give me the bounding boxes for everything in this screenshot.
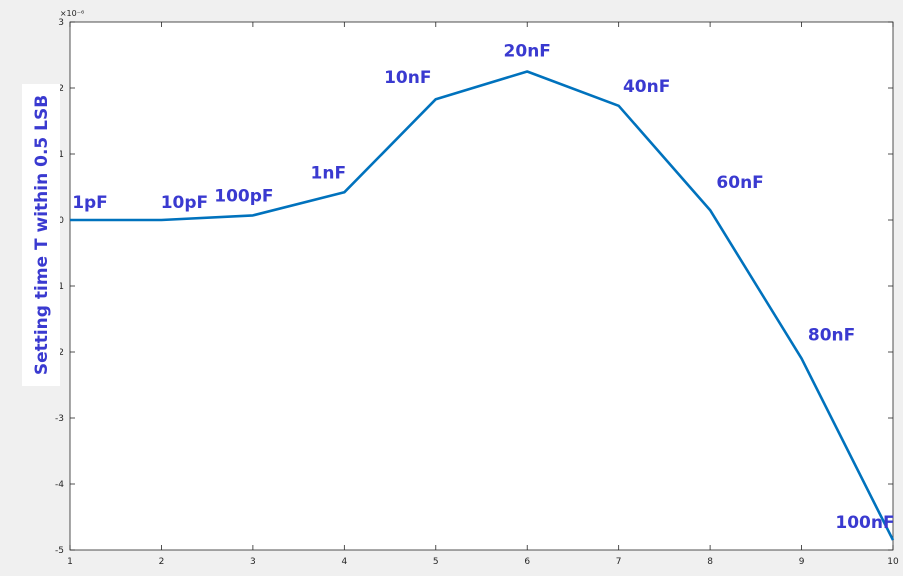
data-label: 100pF [214, 186, 273, 206]
data-label: 1pF [72, 193, 108, 213]
y-axis-title-background [22, 84, 60, 386]
y-tick-label: -3 [55, 414, 64, 424]
x-tick-label: 6 [524, 557, 530, 567]
series-layer [70, 70, 895, 541]
x-tick-label: 8 [707, 557, 713, 567]
data-label: 10pF [161, 193, 208, 213]
y-axis-title: Setting time T within 0.5 LSB [32, 95, 52, 375]
data-label: 10nF [384, 68, 431, 88]
series-line [70, 70, 895, 541]
x-tick-label: 5 [433, 557, 439, 567]
y-tick-label: 3 [58, 18, 64, 28]
y-tick-label: 1 [58, 150, 64, 160]
x-tick-label: 4 [341, 557, 347, 567]
x-tick-label: 10 [887, 557, 899, 567]
y-tick-label: -5 [55, 546, 64, 556]
x-tick-label: 7 [616, 557, 622, 567]
y-tick-label: -4 [55, 480, 64, 490]
data-label: 40nF [623, 77, 670, 97]
point-labels-layer: 1pF 10pF 100pF 1nF 10nF 20nF 40nF 60nF 80nF 100nF [72, 42, 894, 534]
y-tick-label: 2 [58, 84, 64, 94]
data-label: 20nF [504, 42, 551, 62]
y-tick-label: 0 [58, 216, 64, 226]
data-label: 80nF [808, 326, 855, 346]
plot-area [70, 22, 893, 550]
data-label: 100nF [835, 513, 894, 533]
x-tick-label: 1 [67, 557, 73, 567]
y-exponent-label: ×10⁻⁶ [60, 9, 84, 18]
x-tick-label: 2 [159, 557, 165, 567]
y-axis-title-group: Setting time T within 0.5 LSB [22, 84, 60, 386]
x-tick-label: 9 [799, 557, 805, 567]
data-label: 1nF [311, 163, 347, 183]
data-label: 60nF [716, 173, 763, 193]
x-tick-label: 3 [250, 557, 256, 567]
